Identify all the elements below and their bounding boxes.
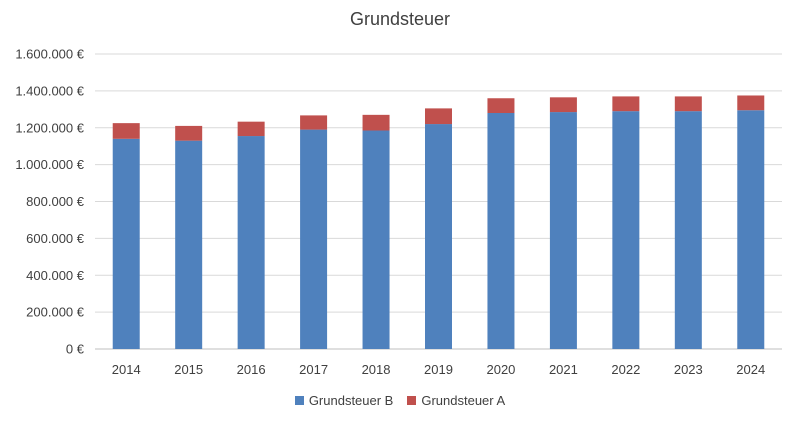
bar-grundsteuer-b bbox=[362, 130, 390, 349]
bar-grundsteuer-b bbox=[674, 111, 702, 349]
legend-item-grundsteuer-b: Grundsteuer B bbox=[294, 393, 394, 408]
x-tick-label: 2015 bbox=[174, 362, 203, 377]
x-tick-label: 2017 bbox=[299, 362, 328, 377]
y-tick-label: 200.000 € bbox=[26, 305, 85, 320]
bar-grundsteuer-b bbox=[612, 111, 640, 349]
x-tick-label: 2023 bbox=[674, 362, 703, 377]
y-tick-label: 1.400.000 € bbox=[15, 83, 84, 98]
bar-grundsteuer-a bbox=[112, 123, 140, 139]
x-tick-label: 2021 bbox=[549, 362, 578, 377]
x-tick-label: 2024 bbox=[736, 362, 765, 377]
bar-grundsteuer-a bbox=[300, 115, 328, 130]
bars bbox=[112, 95, 765, 349]
y-tick-label: 1.600.000 € bbox=[15, 47, 84, 62]
legend-label-grundsteuer-a: Grundsteuer A bbox=[421, 393, 506, 408]
bar-grundsteuer-b bbox=[549, 112, 577, 349]
bar-grundsteuer-b bbox=[425, 124, 452, 349]
x-tick-label: 2016 bbox=[237, 362, 266, 377]
bar-grundsteuer-a bbox=[425, 108, 452, 125]
legend-item-grundsteuer-a: Grundsteuer A bbox=[407, 393, 505, 408]
bar-grundsteuer-b bbox=[175, 140, 203, 349]
bar-grundsteuer-b bbox=[737, 110, 765, 349]
bar-grundsteuer-a bbox=[487, 98, 515, 113]
chart-title: Grundsteuer bbox=[349, 9, 451, 29]
y-tick-label: 1.200.000 € bbox=[15, 120, 84, 135]
y-tick-label: 800.000 € bbox=[26, 194, 85, 209]
x-tick-label: 2019 bbox=[424, 362, 453, 377]
bar-grundsteuer-a bbox=[175, 125, 203, 141]
bar-grundsteuer-b bbox=[300, 129, 328, 349]
legend: Grundsteuer B Grundsteuer A bbox=[0, 393, 800, 408]
y-axis-ticks: 0 € 200.000 € 400.000 € 600.000 € 800.000 € 1… bbox=[15, 47, 84, 357]
bar-grundsteuer-a bbox=[737, 95, 765, 111]
bar-grundsteuer-a bbox=[612, 96, 640, 112]
legend-label-grundsteuer-b: Grundsteuer B bbox=[308, 393, 394, 408]
y-tick-label: 600.000 € bbox=[26, 231, 85, 246]
y-tick-label: 400.000 € bbox=[26, 268, 85, 283]
bar-grundsteuer-b bbox=[237, 136, 265, 349]
bar-grundsteuer-a bbox=[674, 96, 702, 112]
legend-swatch-grundsteuer-b bbox=[294, 396, 304, 405]
bar-grundsteuer-a bbox=[237, 121, 265, 137]
x-tick-label: 2018 bbox=[362, 362, 391, 377]
y-tick-label: 0 € bbox=[66, 342, 85, 357]
legend-swatch-grundsteuer-a bbox=[407, 396, 417, 405]
bar-grundsteuer-a bbox=[549, 97, 577, 113]
bar-grundsteuer-a bbox=[362, 114, 390, 131]
x-tick-label: 2022 bbox=[611, 362, 640, 377]
x-axis-ticks: 2014 2015 2016 2017 2018 2019 2020 2021 2022 2023… bbox=[112, 362, 765, 377]
x-tick-label: 2014 bbox=[112, 362, 141, 377]
x-tick-label: 2020 bbox=[486, 362, 515, 377]
bar-grundsteuer-b bbox=[112, 138, 140, 349]
y-tick-label: 1.000.000 € bbox=[15, 157, 84, 172]
bar-grundsteuer-b bbox=[487, 113, 515, 349]
